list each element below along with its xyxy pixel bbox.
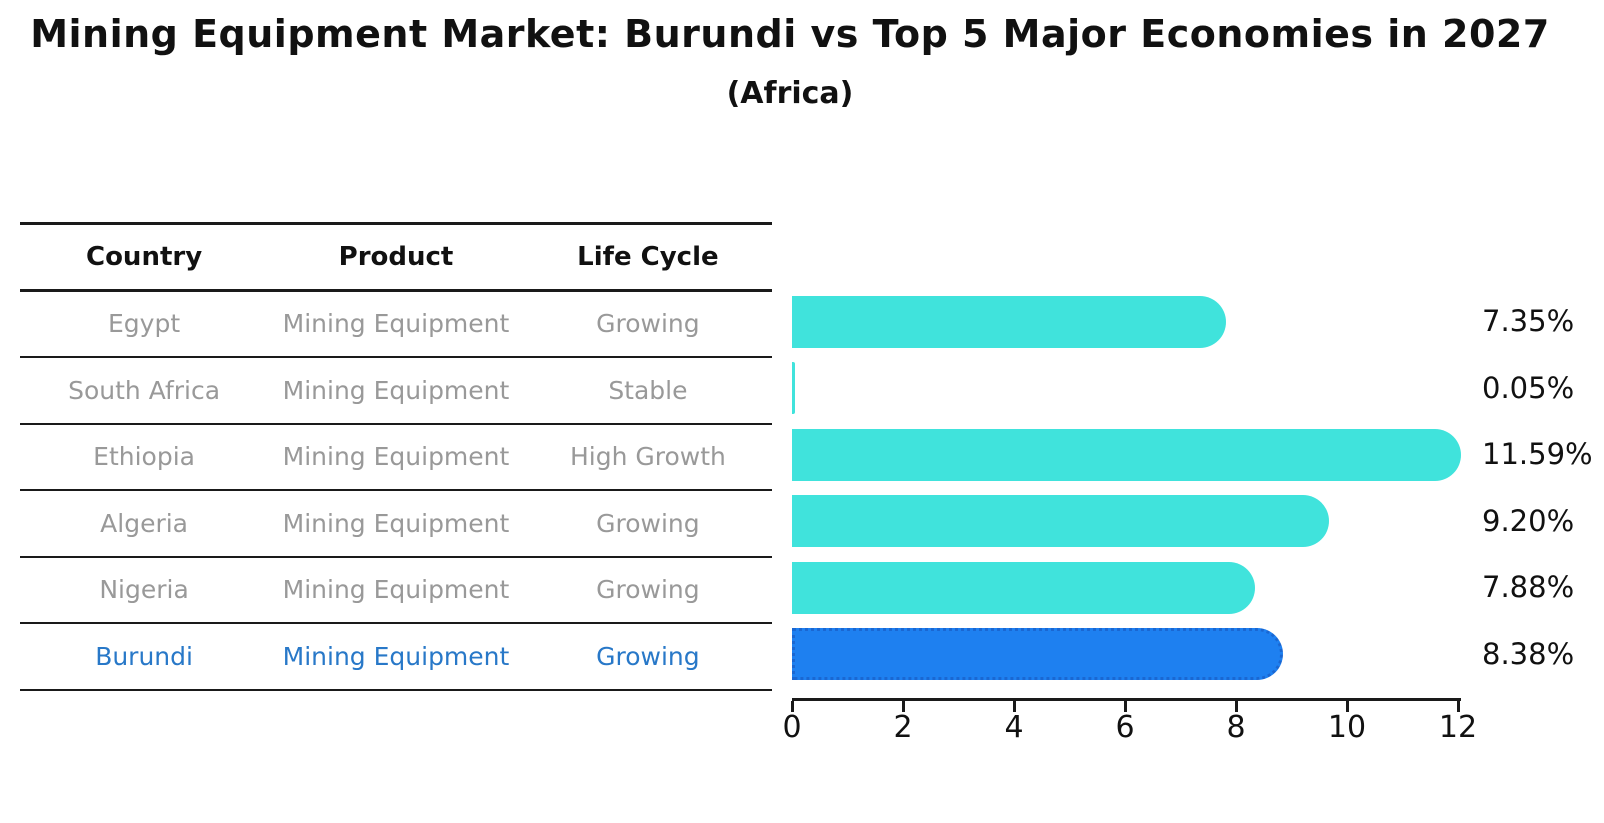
table-row: Egypt Mining Equipment Growing [20,292,772,358]
bar-nigeria [792,562,1255,614]
cell-country: Burundi [95,641,193,671]
x-tick-4 [1235,701,1238,712]
x-tick-3 [1124,701,1127,712]
table-row: Nigeria Mining Equipment Growing [20,558,772,624]
value-label-nigeria: 7.88% [1482,570,1575,604]
chart-subtitle: (Africa) [726,76,854,111]
x-tick-0 [791,701,794,712]
cell-product: Mining Equipment [282,641,510,671]
value-label-south-africa: 0.05% [1482,371,1575,405]
country-table: Country Product Life Cycle Egypt Mining … [20,222,772,691]
cell-product: Mining Equipment [282,375,510,405]
x-tick-2 [1013,701,1016,712]
table-row: South Africa Mining Equipment Stable [20,358,772,425]
bar-burundi [792,628,1283,680]
x-tick-label-4: 8 [1226,710,1246,745]
table-header-row: Country Product Life Cycle [20,225,772,292]
bar-algeria [792,495,1329,547]
cell-country: Ethiopia [93,442,195,472]
chart-title: Mining Equipment Market: Burundi vs Top … [30,12,1550,56]
x-tick-1 [902,701,905,712]
bar-egypt [792,296,1226,348]
cell-country: Nigeria [99,575,189,605]
column-header-life-cycle: Life Cycle [577,241,719,272]
bar-ethiopia [792,429,1461,481]
value-label-egypt: 7.35% [1482,304,1575,338]
cell-product: Mining Equipment [282,508,510,538]
x-tick-label-5: 10 [1327,710,1367,745]
x-tick-label-3: 6 [1115,710,1135,745]
table-row: Algeria Mining Equipment Growing [20,491,772,558]
cell-country: South Africa [68,375,221,405]
x-tick-6 [1457,701,1460,712]
x-tick-label-6: 12 [1438,710,1478,745]
cell-life-cycle: Growing [596,309,700,339]
value-label-ethiopia: 11.59% [1482,437,1593,471]
cell-life-cycle: Growing [596,575,700,605]
cell-product: Mining Equipment [282,575,510,605]
cell-life-cycle: Stable [608,375,688,405]
table-row-highlighted: Burundi Mining Equipment Growing [20,624,772,691]
cell-country: Egypt [108,309,181,339]
x-tick-label-0: 0 [782,710,802,745]
bar-south-africa [792,362,795,414]
value-label-burundi: 8.38% [1482,637,1575,671]
cell-country: Algeria [100,508,188,538]
cell-life-cycle: High Growth [569,442,726,472]
x-tick-label-2: 4 [1004,710,1024,745]
table-row: Ethiopia Mining Equipment High Growth [20,425,772,491]
cell-product: Mining Equipment [282,309,510,339]
x-axis-line [792,698,1461,701]
cell-life-cycle: Growing [596,641,700,671]
x-tick-label-1: 2 [893,710,913,745]
column-header-product: Product [338,241,454,272]
value-label-algeria: 9.20% [1482,504,1575,538]
column-header-country: Country [85,241,203,272]
cell-product: Mining Equipment [282,442,510,472]
x-tick-5 [1346,701,1349,712]
cell-life-cycle: Growing [596,508,700,538]
